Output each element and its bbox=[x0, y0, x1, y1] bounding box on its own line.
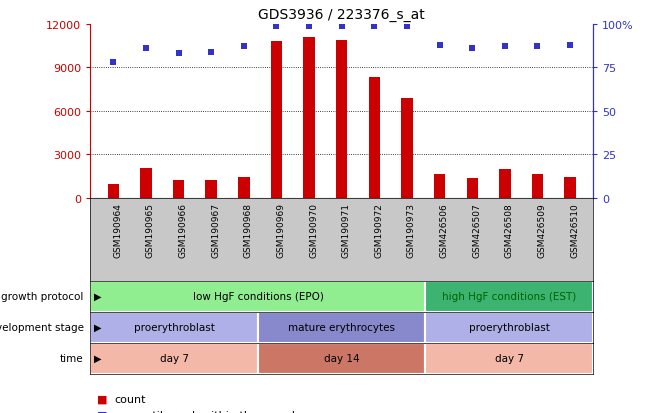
Bar bbox=[90, 312, 258, 343]
Bar bbox=[271, 42, 282, 198]
Text: day 14: day 14 bbox=[324, 353, 360, 363]
Bar bbox=[564, 177, 576, 198]
Point bbox=[500, 44, 511, 51]
Text: low HgF conditions (EPO): low HgF conditions (EPO) bbox=[192, 291, 324, 301]
Text: count: count bbox=[114, 394, 145, 404]
Point bbox=[434, 42, 445, 49]
Bar bbox=[238, 177, 249, 198]
Text: mature erythrocytes: mature erythrocytes bbox=[288, 322, 395, 332]
Text: GSM190972: GSM190972 bbox=[375, 202, 383, 257]
Bar bbox=[140, 169, 151, 198]
Text: GSM190964: GSM190964 bbox=[113, 202, 123, 257]
Text: GSM426506: GSM426506 bbox=[440, 202, 449, 257]
Text: GSM190968: GSM190968 bbox=[244, 202, 253, 257]
Point bbox=[401, 23, 412, 30]
Text: ▶: ▶ bbox=[94, 322, 101, 332]
Text: day 7: day 7 bbox=[159, 353, 189, 363]
Text: day 7: day 7 bbox=[494, 353, 524, 363]
Bar bbox=[532, 174, 543, 198]
Point bbox=[271, 23, 282, 30]
Point bbox=[108, 59, 119, 66]
Bar bbox=[173, 180, 184, 198]
Bar bbox=[90, 281, 425, 312]
Point bbox=[173, 51, 184, 57]
Text: proerythroblast: proerythroblast bbox=[469, 322, 549, 332]
Text: percentile rank within the sample: percentile rank within the sample bbox=[114, 410, 302, 413]
Text: GSM426508: GSM426508 bbox=[505, 202, 514, 257]
Bar bbox=[206, 181, 217, 198]
Bar bbox=[336, 41, 348, 198]
Text: GSM190973: GSM190973 bbox=[407, 202, 416, 257]
Text: GSM190969: GSM190969 bbox=[277, 202, 285, 257]
Bar bbox=[304, 38, 315, 198]
Text: ▶: ▶ bbox=[94, 353, 101, 363]
Text: high HgF conditions (EST): high HgF conditions (EST) bbox=[442, 291, 576, 301]
Point bbox=[532, 44, 543, 51]
Text: GSM190965: GSM190965 bbox=[146, 202, 155, 257]
Text: ▶: ▶ bbox=[94, 291, 101, 301]
Text: GSM190971: GSM190971 bbox=[342, 202, 350, 257]
Text: GSM426510: GSM426510 bbox=[570, 202, 579, 257]
Bar bbox=[425, 312, 593, 343]
Bar bbox=[90, 343, 258, 374]
Title: GDS3936 / 223376_s_at: GDS3936 / 223376_s_at bbox=[259, 8, 425, 22]
Bar bbox=[401, 98, 413, 198]
Point bbox=[304, 23, 314, 30]
Bar bbox=[258, 343, 425, 374]
Bar bbox=[434, 174, 446, 198]
Text: growth protocol: growth protocol bbox=[1, 291, 84, 301]
Text: GSM190966: GSM190966 bbox=[178, 202, 188, 257]
Text: GSM190967: GSM190967 bbox=[211, 202, 220, 257]
Bar bbox=[466, 179, 478, 198]
Bar bbox=[425, 281, 593, 312]
Text: GSM190970: GSM190970 bbox=[309, 202, 318, 257]
Point bbox=[565, 42, 576, 49]
Point bbox=[467, 46, 478, 52]
Point bbox=[239, 44, 249, 51]
Text: development stage: development stage bbox=[0, 322, 84, 332]
Text: ■: ■ bbox=[97, 394, 108, 404]
Text: time: time bbox=[60, 353, 84, 363]
Bar bbox=[425, 343, 593, 374]
Point bbox=[141, 46, 151, 52]
Bar bbox=[369, 78, 380, 198]
Bar bbox=[258, 312, 425, 343]
Bar bbox=[108, 185, 119, 198]
Text: GSM426507: GSM426507 bbox=[472, 202, 481, 257]
Text: ■: ■ bbox=[97, 410, 108, 413]
Point bbox=[336, 23, 347, 30]
Bar bbox=[499, 170, 511, 198]
Point bbox=[369, 23, 380, 30]
Point bbox=[206, 49, 216, 56]
Text: proerythroblast: proerythroblast bbox=[134, 322, 214, 332]
Text: GSM426509: GSM426509 bbox=[537, 202, 547, 257]
